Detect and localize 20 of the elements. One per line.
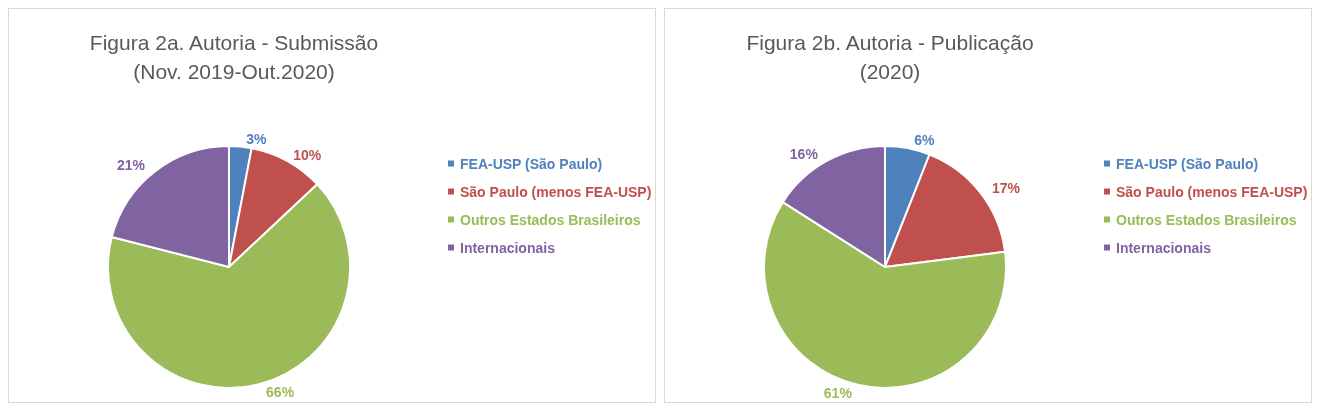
data-label: 21%	[116, 157, 146, 174]
data-label: 61%	[823, 384, 853, 401]
chart-subtitle: (2020)	[859, 60, 921, 83]
chart-subtitle: (Nov. 2019-Out.2020)	[133, 60, 335, 83]
data-label: 16%	[789, 145, 819, 162]
legend-label: Internacionais	[1116, 239, 1212, 256]
legend-label: FEA-USP (São Paulo)	[460, 155, 603, 172]
legend-label: São Paulo (menos FEA-USP)	[460, 183, 652, 200]
legend-label: FEA-USP (São Paulo)	[1116, 155, 1259, 172]
data-label: 6%	[914, 132, 935, 149]
legend-label: São Paulo (menos FEA-USP)	[1116, 183, 1308, 200]
data-label: 10%	[293, 146, 322, 163]
data-label: 3%	[246, 130, 267, 147]
legend-label: Outros Estados Brasileiros	[460, 211, 641, 228]
chart-title: Figura 2a. Autoria - Submissão	[89, 31, 379, 54]
chart-title: Figura 2b. Autoria - Publicação	[746, 31, 1034, 54]
legend-label: Internacionais	[460, 239, 556, 256]
data-label: 66%	[266, 383, 295, 400]
legend-label: Outros Estados Brasileiros	[1116, 211, 1297, 228]
data-label: 17%	[991, 179, 1021, 196]
